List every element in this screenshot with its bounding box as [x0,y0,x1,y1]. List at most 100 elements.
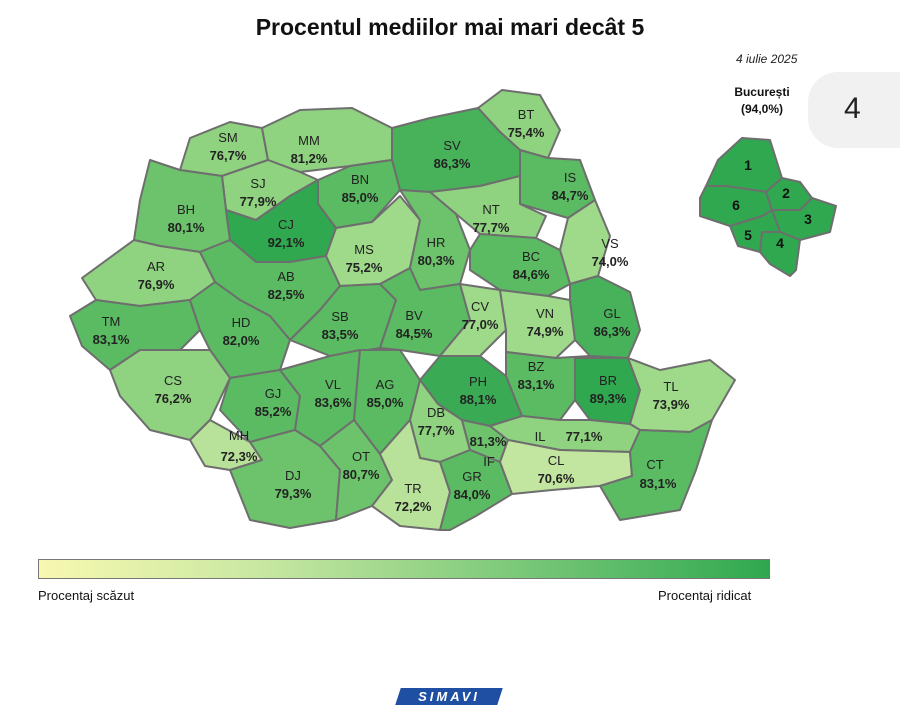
county-BZ[interactable] [505,351,591,421]
label-value-OT: 80,7% [343,467,380,482]
label-code-BH: BH [177,202,195,217]
sector-label-2: 2 [782,185,790,201]
county-TL[interactable] [627,357,736,433]
label-code-MM: MM [298,133,320,148]
label-code-GJ: GJ [265,386,282,401]
label-code-GL: GL [603,306,620,321]
label-value-AR: 76,9% [138,277,175,292]
label-code-TM: TM [102,314,121,329]
label-code-BC: BC [522,249,540,264]
label-value-VS: 74,0% [592,254,629,269]
label-value-BH: 80,1% [168,220,205,235]
label-value-BR: 89,3% [590,391,627,406]
simavi-logo: SIMAVI [395,688,503,705]
bucharest-label: București (94,0%) [722,84,802,118]
label-code-TL: TL [663,379,678,394]
label-value-IF: 81,3% [470,434,507,449]
label-code-BN: BN [351,172,369,187]
label-value-SB: 83,5% [322,327,359,342]
bucharest-inset: 1 2 3 4 5 6 [699,137,837,277]
label-value-BN: 85,0% [342,190,379,205]
map-title: Procentul mediilor mai mari decât 5 [255,14,645,40]
label-value-SV: 86,3% [434,156,471,171]
label-code-BT: BT [518,107,535,122]
label-code-VL: VL [325,377,341,392]
label-value-DJ: 79,3% [275,486,312,501]
label-code-AB: AB [277,269,294,284]
label-value-CJ: 92,1% [268,235,305,250]
label-value-IS: 84,7% [552,188,589,203]
county-HD[interactable] [189,281,291,379]
label-value-GJ: 85,2% [255,404,292,419]
label-code-DB: DB [427,405,445,420]
label-value-TM: 83,1% [93,332,130,347]
legend-high-label: Procentaj ridicat [658,588,752,603]
label-code-HD: HD [232,315,251,330]
label-code-BV: BV [405,308,423,323]
label-code-SM: SM [218,130,238,145]
label-code-BZ: BZ [528,359,545,374]
label-value-TR: 72,2% [395,499,432,514]
bucharest-name: București [734,85,790,99]
label-code-NT: NT [482,202,499,217]
label-value-CS: 76,2% [155,391,192,406]
label-code-CJ: CJ [278,217,294,232]
label-code-OT: OT [352,449,370,464]
legend-low-label: Procentaj scăzut [38,588,135,603]
logo-text: SIMAVI [418,689,480,704]
label-code-CT: CT [646,457,663,472]
county-VN[interactable] [499,289,576,359]
label-code-BR: BR [599,373,617,388]
label-code-MH: MH [229,428,249,443]
label-value-AB: 82,5% [268,287,305,302]
label-value-SJ: 77,9% [240,194,277,209]
label-code-VS: VS [601,236,619,251]
bucharest-value: (94,0%) [740,102,784,116]
county-CS[interactable] [109,349,231,441]
label-code-GR: GR [462,469,482,484]
label-value-GL: 86,3% [594,324,631,339]
label-value-CV: 77,0% [462,317,499,332]
label-value-IL: 77,1% [566,429,603,444]
label-value-GR: 84,0% [454,487,491,502]
label-value-DB: 77,7% [418,423,455,438]
sector-label-1: 1 [744,157,752,173]
sector-label-6: 6 [732,197,740,213]
label-code-AG: AG [376,377,395,392]
label-code-AR: AR [147,259,165,274]
label-code-CV: CV [471,299,489,314]
label-code-IF: IF [483,454,495,469]
label-code-MS: MS [354,242,374,257]
date-label: 4 iulie 2025 [736,52,798,66]
label-code-VN: VN [536,306,554,321]
label-code-CS: CS [164,373,182,388]
label-value-NT: 77,7% [473,220,510,235]
label-value-VN: 74,9% [527,324,564,339]
county-CT[interactable] [599,419,713,521]
label-value-BT: 75,4% [508,125,545,140]
label-code-HR: HR [427,235,446,250]
label-value-TL: 73,9% [653,397,690,412]
side-tab[interactable]: 4 [808,72,900,148]
county-BC[interactable] [469,233,571,297]
label-value-BC: 84,6% [513,267,550,282]
county-NT[interactable] [429,175,547,239]
label-code-SB: SB [331,309,348,324]
label-value-CL: 70,6% [538,471,575,486]
sector-label-4: 4 [776,235,784,251]
label-code-SJ: SJ [250,176,265,191]
label-value-VL: 83,6% [315,395,352,410]
sector-4[interactable] [759,231,801,277]
label-code-TR: TR [404,481,421,496]
county-TM[interactable] [69,299,201,371]
legend-gradient-bar [38,559,770,579]
label-code-CL: CL [548,453,565,468]
sector-6[interactable] [699,185,773,227]
label-code-SV: SV [443,138,461,153]
county-GR[interactable] [439,449,513,531]
label-value-AG: 85,0% [367,395,404,410]
label-code-DJ: DJ [285,468,301,483]
label-value-MS: 75,2% [346,260,383,275]
